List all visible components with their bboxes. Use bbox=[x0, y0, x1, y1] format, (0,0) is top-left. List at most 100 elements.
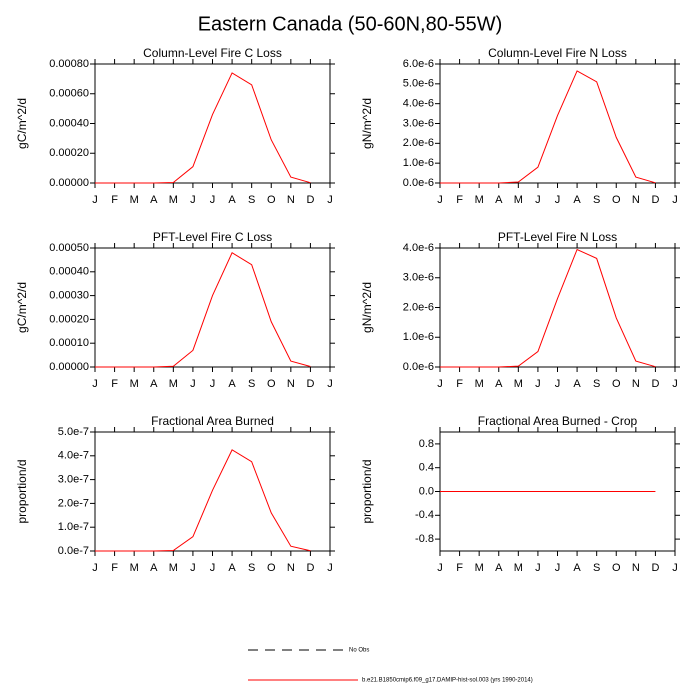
x-tick-label: J bbox=[437, 378, 443, 390]
x-tick-label: S bbox=[248, 194, 255, 206]
x-tick-label: F bbox=[456, 562, 463, 574]
figure-title: Eastern Canada (50-60N,80-55W) bbox=[198, 13, 503, 35]
x-tick-label: A bbox=[495, 562, 503, 574]
x-tick-label: J bbox=[327, 562, 333, 574]
plot-frame bbox=[439, 63, 676, 184]
x-tick-label: A bbox=[150, 562, 158, 574]
x-tick-label: M bbox=[514, 378, 523, 390]
x-tick-label: N bbox=[632, 194, 640, 206]
y-tick-label: 0.0 bbox=[419, 485, 434, 497]
x-tick-label: M bbox=[514, 194, 523, 206]
y-axis-label: gN/m^2/d bbox=[360, 282, 374, 333]
x-tick-label: J bbox=[210, 562, 216, 574]
x-tick-label: J bbox=[437, 562, 443, 574]
y-tick-label: 6.0e-6 bbox=[403, 58, 434, 70]
x-tick-label: A bbox=[150, 378, 158, 390]
x-tick-label: A bbox=[573, 562, 581, 574]
x-tick-label: J bbox=[92, 194, 98, 206]
y-tick-label: 0.0e-6 bbox=[403, 361, 434, 373]
x-tick-label: M bbox=[475, 194, 484, 206]
data-line bbox=[440, 70, 656, 184]
y-tick-label: 0.00030 bbox=[49, 290, 89, 302]
x-tick-label: S bbox=[593, 378, 600, 390]
y-tick-label: 3.0e-6 bbox=[403, 117, 434, 129]
panel-title: Fractional Area Burned - Crop bbox=[478, 414, 638, 428]
x-tick-label: O bbox=[612, 562, 621, 574]
x-tick-label: J bbox=[210, 378, 216, 390]
y-tick-label: 2.0e-7 bbox=[58, 497, 89, 509]
y-tick-label: 0.00000 bbox=[49, 177, 89, 189]
x-tick-label: A bbox=[495, 194, 503, 206]
data-line bbox=[440, 248, 656, 368]
x-tick-label: D bbox=[651, 194, 659, 206]
x-tick-label: J bbox=[210, 194, 216, 206]
x-tick-label: O bbox=[612, 378, 621, 390]
panel-title: PFT-Level Fire N Loss bbox=[498, 230, 617, 244]
x-tick-label: M bbox=[169, 194, 178, 206]
x-tick-label: D bbox=[306, 378, 314, 390]
x-tick-label: J bbox=[535, 194, 541, 206]
x-tick-label: J bbox=[555, 194, 561, 206]
x-tick-label: N bbox=[287, 562, 295, 574]
x-tick-label: F bbox=[456, 194, 463, 206]
x-tick-label: M bbox=[169, 562, 178, 574]
plot-frame bbox=[94, 63, 331, 184]
y-tick-label: 3.0e-6 bbox=[403, 272, 434, 284]
x-tick-label: J bbox=[535, 562, 541, 574]
x-tick-label: N bbox=[632, 562, 640, 574]
x-tick-label: M bbox=[514, 562, 523, 574]
x-tick-label: M bbox=[169, 378, 178, 390]
x-tick-label: N bbox=[287, 378, 295, 390]
panel-title: Column-Level Fire N Loss bbox=[488, 46, 627, 60]
x-tick-label: S bbox=[593, 562, 600, 574]
y-tick-label: 1.0e-6 bbox=[403, 157, 434, 169]
x-tick-label: D bbox=[651, 378, 659, 390]
y-axis-label: proportion/d bbox=[15, 459, 29, 523]
x-tick-label: O bbox=[267, 194, 276, 206]
x-tick-label: M bbox=[130, 378, 139, 390]
data-line bbox=[95, 252, 311, 368]
x-tick-label: A bbox=[228, 194, 236, 206]
y-tick-label: 0.00050 bbox=[49, 242, 89, 254]
y-tick-label: 2.0e-6 bbox=[403, 137, 434, 149]
x-tick-label: F bbox=[111, 194, 118, 206]
x-tick-label: J bbox=[437, 194, 443, 206]
x-tick-label: D bbox=[651, 562, 659, 574]
plot-frame bbox=[439, 247, 676, 368]
data-line bbox=[95, 72, 311, 184]
y-axis-label: gC/m^2/d bbox=[15, 98, 29, 149]
y-tick-label: 0.00080 bbox=[49, 58, 89, 70]
x-tick-label: M bbox=[475, 378, 484, 390]
y-tick-label: 0.00010 bbox=[49, 337, 89, 349]
y-tick-label: 0.00040 bbox=[49, 117, 89, 129]
y-axis-label: proportion/d bbox=[360, 459, 374, 523]
x-tick-label: A bbox=[228, 378, 236, 390]
y-axis-label: gC/m^2/d bbox=[15, 282, 29, 333]
y-tick-label: 0.00060 bbox=[49, 88, 89, 100]
panel-title: Column-Level Fire C Loss bbox=[143, 46, 282, 60]
x-tick-label: S bbox=[248, 378, 255, 390]
x-tick-label: M bbox=[475, 562, 484, 574]
y-tick-label: 3.0e-7 bbox=[58, 474, 89, 486]
x-tick-label: N bbox=[632, 378, 640, 390]
x-tick-label: A bbox=[228, 562, 236, 574]
x-tick-label: J bbox=[190, 378, 196, 390]
x-tick-label: J bbox=[327, 194, 333, 206]
x-tick-label: A bbox=[573, 194, 581, 206]
y-tick-label: 2.0e-6 bbox=[403, 301, 434, 313]
x-tick-label: J bbox=[672, 378, 678, 390]
x-tick-label: S bbox=[248, 562, 255, 574]
y-tick-label: 5.0e-6 bbox=[403, 78, 434, 90]
y-tick-label: 0.4 bbox=[419, 462, 434, 474]
y-tick-label: 5.0e-7 bbox=[58, 426, 89, 438]
x-tick-label: J bbox=[672, 562, 678, 574]
y-tick-label: -0.4 bbox=[415, 509, 434, 521]
x-tick-label: A bbox=[495, 378, 503, 390]
y-tick-label: 0.00040 bbox=[49, 266, 89, 278]
x-tick-label: D bbox=[306, 194, 314, 206]
x-tick-label: F bbox=[111, 378, 118, 390]
x-tick-label: M bbox=[130, 194, 139, 206]
x-tick-label: J bbox=[327, 378, 333, 390]
x-tick-label: O bbox=[612, 194, 621, 206]
